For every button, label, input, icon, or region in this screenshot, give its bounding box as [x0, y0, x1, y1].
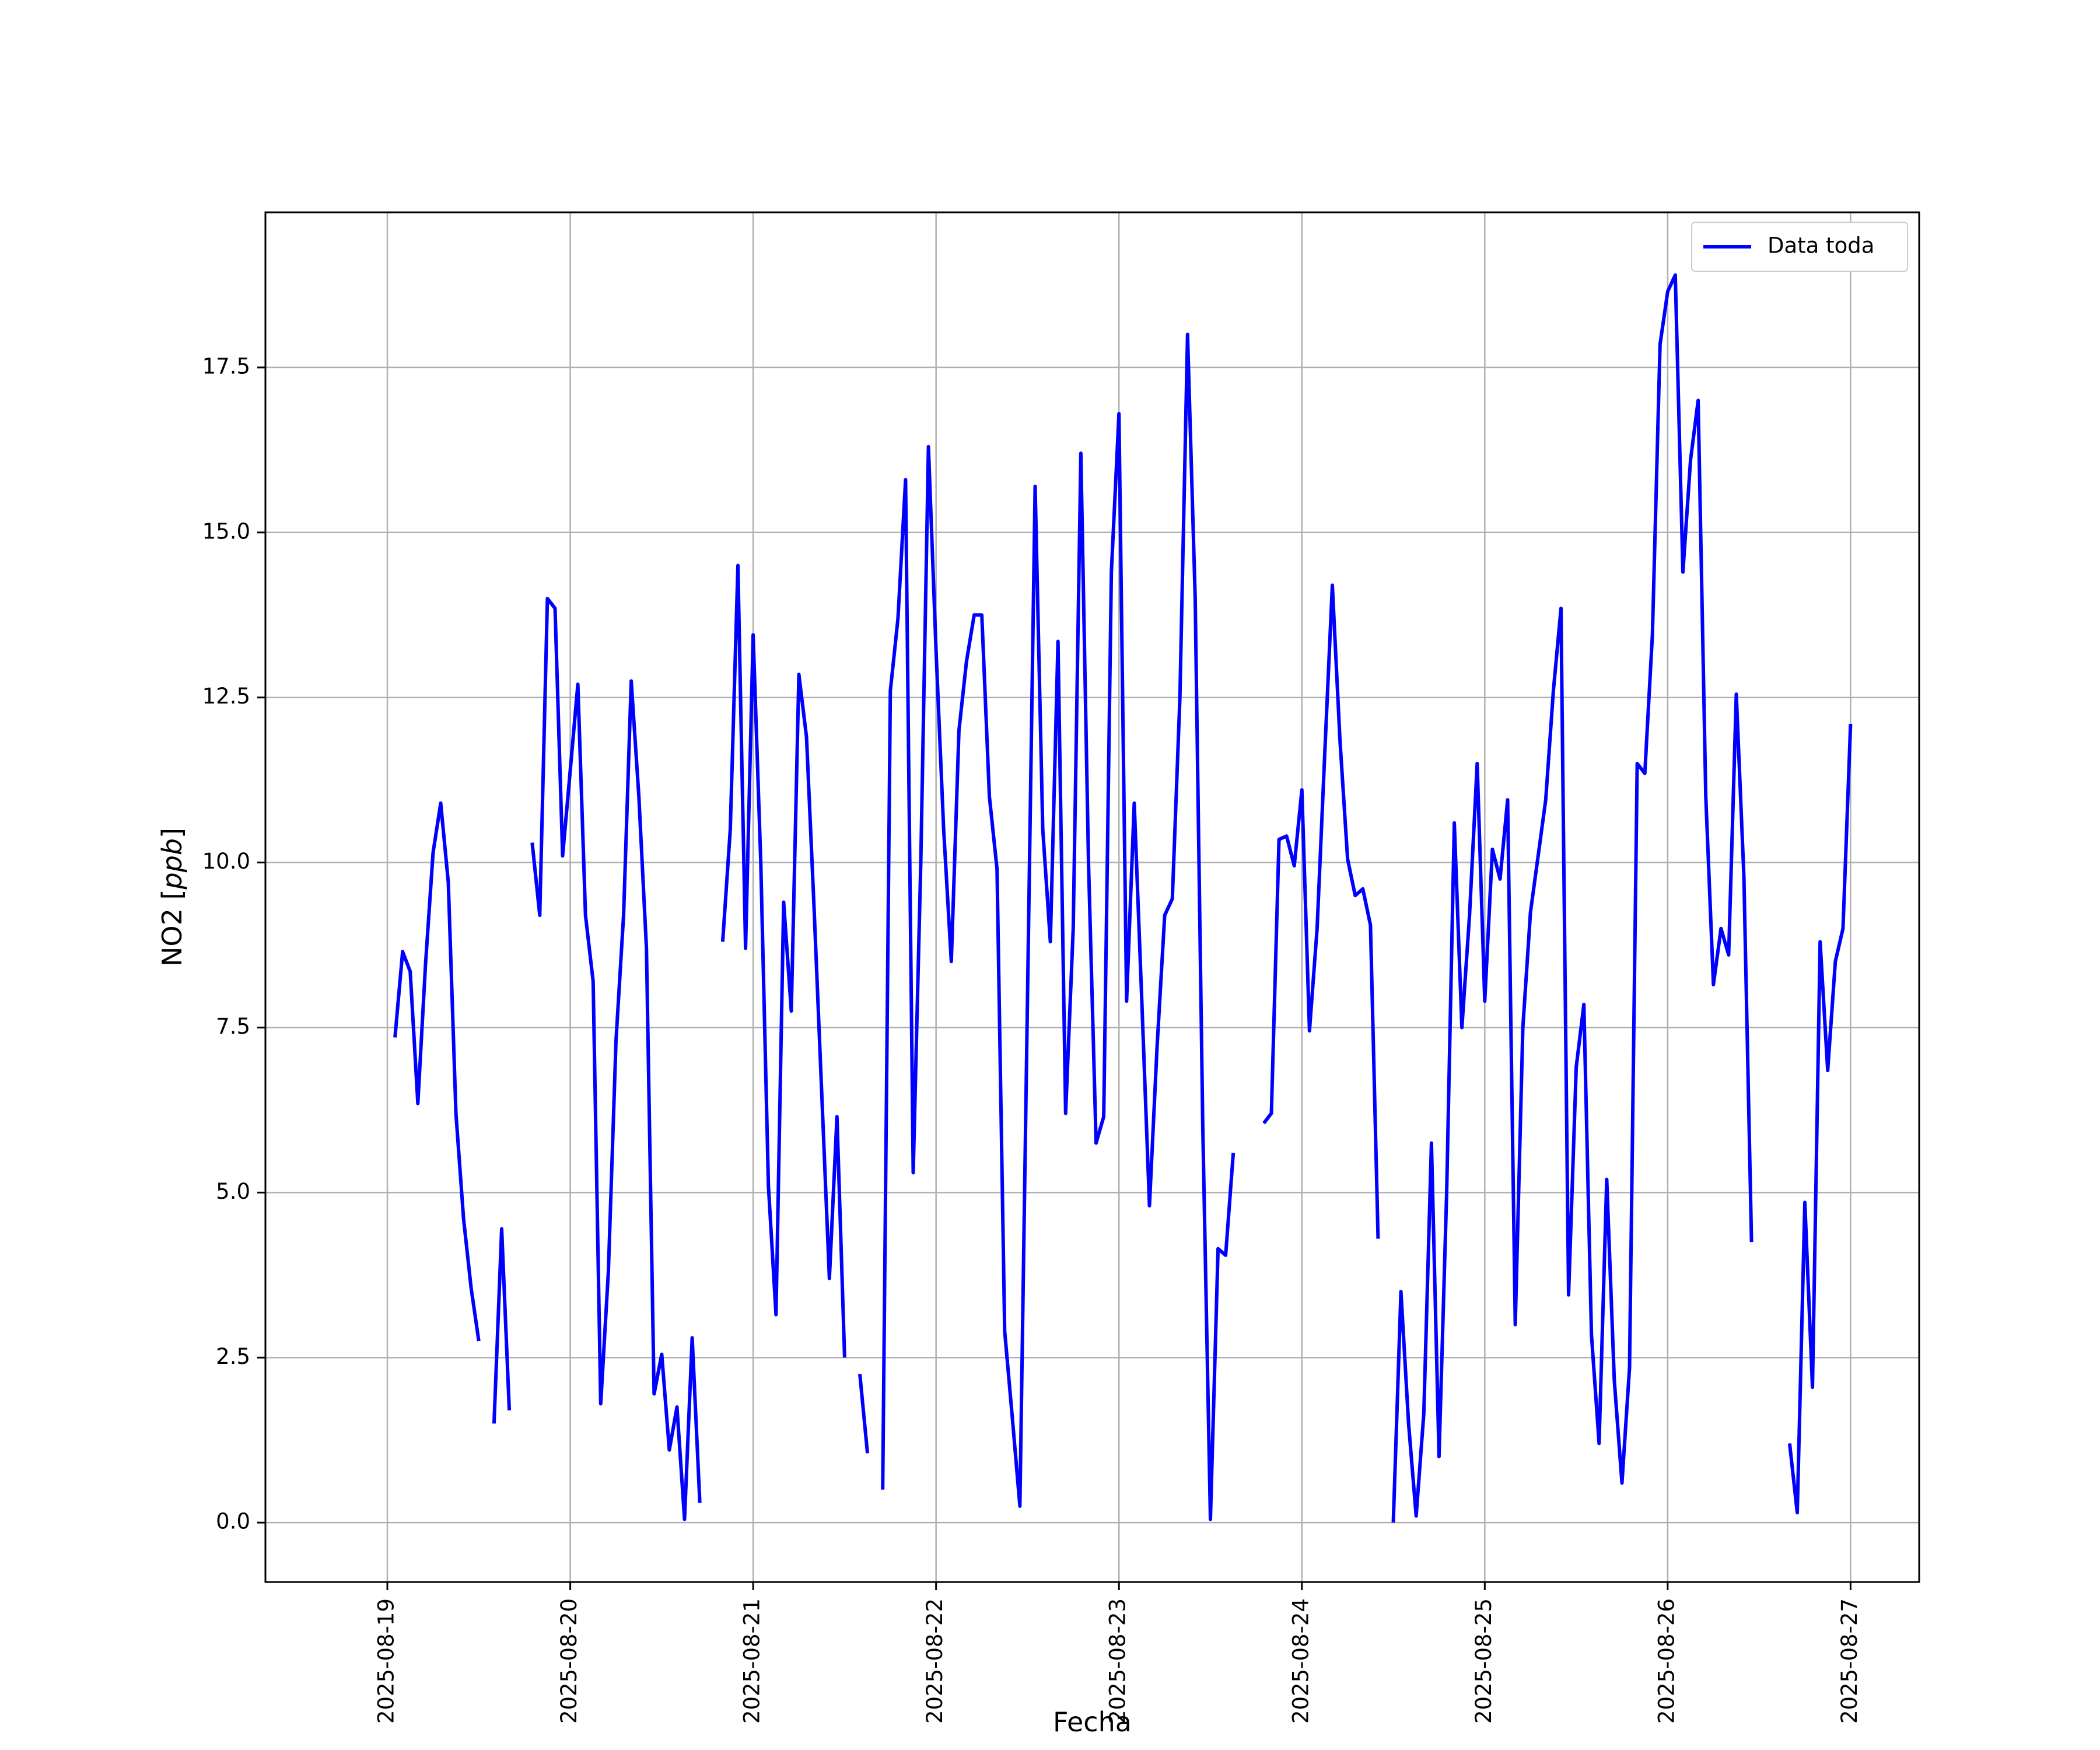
x-tick-label: 2025-08-26 — [1654, 1598, 1679, 1724]
y-tick-label: 7.5 — [216, 1014, 250, 1039]
x-tick-label: 2025-08-25 — [1471, 1598, 1496, 1724]
y-axis-ticks: 0.0 2.5 5.0 7.5 10.0 12.5 15.0 17.5 — [202, 354, 265, 1534]
series-lines — [393, 273, 1853, 1523]
y-tick-label: 5.0 — [216, 1179, 250, 1204]
plot-frame — [264, 211, 1920, 1583]
y-axis-label-prefix: NO2 [ — [156, 890, 188, 967]
series-line-segment — [1391, 273, 1754, 1523]
y-tick-label: 0.0 — [216, 1509, 250, 1534]
x-axis-label: Fecha — [1053, 1706, 1132, 1738]
legend: Data toda — [1691, 222, 1908, 272]
y-axis-label-unit: ppb — [156, 838, 188, 890]
x-tick-label: 2025-08-22 — [922, 1598, 947, 1724]
y-tick-label: 17.5 — [202, 354, 250, 379]
y-tick-label: 2.5 — [216, 1344, 250, 1369]
x-axis-ticks: 2025-08-19 2025-08-20 2025-08-21 2025-08-22… — [374, 1582, 1862, 1724]
y-axis-label-suffix: ] — [156, 828, 188, 838]
x-tick-label: 2025-08-19 — [374, 1598, 399, 1724]
series-line-segment — [1787, 723, 1853, 1515]
series-line-segment — [530, 597, 702, 1521]
x-tick-label: 2025-08-23 — [1105, 1598, 1130, 1724]
y-axis-label: NO2 [ppb] — [156, 828, 188, 967]
y-tick-label: 12.5 — [202, 684, 250, 709]
y-tick-label: 15.0 — [202, 519, 250, 544]
x-tick-label: 2025-08-20 — [556, 1598, 582, 1724]
legend-box — [1691, 222, 1908, 272]
grid-lines — [265, 212, 1919, 1582]
legend-entry-label: Data toda — [1768, 233, 1874, 258]
series-line-segment — [393, 801, 481, 1342]
x-tick-label: 2025-08-21 — [740, 1598, 765, 1724]
series-line-segment — [720, 564, 846, 1358]
series-line-segment — [858, 1374, 870, 1454]
x-tick-label: 2025-08-27 — [1837, 1598, 1862, 1724]
x-tick-label: 2025-08-24 — [1288, 1598, 1313, 1724]
y-tick-label: 10.0 — [202, 849, 250, 874]
series-line-segment — [1262, 583, 1380, 1239]
series-line-segment — [492, 1227, 512, 1424]
series-line-segment — [881, 332, 1236, 1521]
